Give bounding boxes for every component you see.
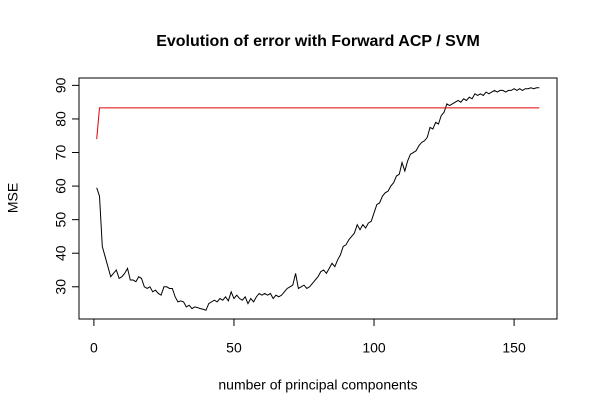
data-line xyxy=(96,87,540,311)
y-tick-label: 60 xyxy=(53,178,69,194)
y-tick-label: 50 xyxy=(53,212,69,228)
x-tick-label: 50 xyxy=(226,340,242,356)
x-axis-label: number of principal components xyxy=(218,377,417,393)
data-line xyxy=(96,107,540,140)
y-tick-label: 30 xyxy=(53,279,69,295)
y-tick-label: 80 xyxy=(53,111,69,127)
x-tick-label: 0 xyxy=(90,340,98,356)
x-tick-label: 150 xyxy=(502,340,526,356)
y-tick-label: 70 xyxy=(53,145,69,161)
y-axis-label: MSE xyxy=(5,183,21,213)
y-tick-label: 40 xyxy=(53,245,69,261)
x-tick-label: 100 xyxy=(362,340,386,356)
y-tick-label: 90 xyxy=(53,77,69,93)
chart-title: Evolution of error with Forward ACP / SV… xyxy=(156,33,480,50)
